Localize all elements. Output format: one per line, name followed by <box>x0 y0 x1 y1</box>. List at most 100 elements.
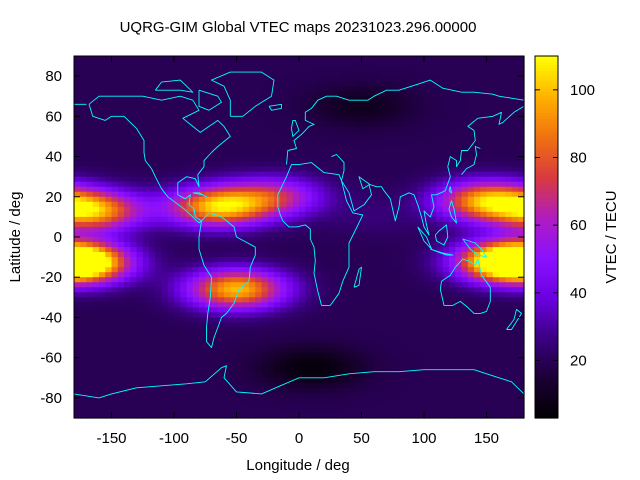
heatmap-cell <box>217 312 225 319</box>
heatmap-cell <box>317 347 325 354</box>
heatmap-cell <box>111 302 119 308</box>
heatmap-cell <box>324 96 331 102</box>
heatmap-cell <box>517 141 525 148</box>
heatmap-cell <box>142 342 150 349</box>
heatmap-cell <box>74 61 81 67</box>
heatmap-cell <box>342 372 350 379</box>
heatmap-cell <box>161 312 169 319</box>
heatmap-cell <box>124 257 131 263</box>
heatmap-cell <box>99 66 106 72</box>
heatmap-cell <box>330 211 338 218</box>
heatmap-cell <box>374 146 381 153</box>
heatmap-cell <box>442 91 450 97</box>
heatmap-cell <box>105 136 113 143</box>
heatmap-cell <box>149 76 156 82</box>
heatmap-cell <box>361 86 369 92</box>
heatmap-cell <box>467 226 475 233</box>
heatmap-cell <box>461 91 469 97</box>
heatmap-cell <box>242 216 250 223</box>
heatmap-cell <box>280 262 288 268</box>
heatmap-cell <box>505 392 513 399</box>
heatmap-cell <box>292 252 300 258</box>
heatmap-cell <box>161 226 169 233</box>
heatmap-cell <box>517 131 525 138</box>
heatmap-cell <box>355 66 363 72</box>
heatmap-cell <box>286 252 294 258</box>
heatmap-cell <box>392 392 400 399</box>
heatmap-cell <box>224 211 231 218</box>
heatmap-cell <box>361 392 369 399</box>
heatmap-cell <box>417 357 425 364</box>
heatmap-cell <box>324 56 331 62</box>
heatmap-cell <box>111 352 119 359</box>
heatmap-cell <box>299 272 306 278</box>
heatmap-cell <box>205 171 213 178</box>
heatmap-cell <box>186 206 194 213</box>
heatmap-cell <box>349 146 356 153</box>
heatmap-cell <box>186 81 194 87</box>
heatmap-cell <box>99 322 106 329</box>
heatmap-cell <box>130 116 138 122</box>
heatmap-cell <box>161 81 169 87</box>
heatmap-cell <box>249 312 256 319</box>
heatmap-cell <box>174 327 181 334</box>
heatmap-cell <box>286 237 294 243</box>
heatmap-cell <box>411 211 419 218</box>
heatmap-cell <box>280 267 288 273</box>
heatmap-cell <box>367 201 375 208</box>
heatmap-cell <box>386 372 394 379</box>
heatmap-cell <box>117 101 125 107</box>
heatmap-cell <box>186 136 194 143</box>
heatmap-cell <box>261 201 269 208</box>
heatmap-cell <box>474 61 481 67</box>
heatmap-cell <box>342 216 350 223</box>
heatmap-cell <box>505 352 513 359</box>
heatmap-cell <box>336 307 344 314</box>
heatmap-cell <box>92 201 100 208</box>
heatmap-cell <box>417 136 425 143</box>
heatmap-cell <box>449 362 456 369</box>
heatmap-cell <box>511 247 519 253</box>
heatmap-cell <box>430 307 438 314</box>
heatmap-cell <box>230 176 238 183</box>
heatmap-cell <box>380 66 388 72</box>
heatmap-cell <box>99 402 106 409</box>
heatmap-cell <box>142 277 150 283</box>
heatmap-cell <box>361 272 369 278</box>
heatmap-cell <box>355 136 363 143</box>
heatmap-cell <box>161 237 169 243</box>
heatmap-cell <box>330 267 338 273</box>
heatmap-cell <box>436 352 444 359</box>
heatmap-cell <box>224 116 231 122</box>
heatmap-cell <box>267 327 275 334</box>
heatmap-cell <box>230 216 238 223</box>
heatmap-cell <box>355 247 363 253</box>
heatmap-cell <box>74 91 81 97</box>
heatmap-cell <box>274 252 281 258</box>
heatmap-cell <box>155 91 163 97</box>
heatmap-cell <box>499 327 506 334</box>
heatmap-cell <box>174 96 181 102</box>
heatmap-cell <box>224 186 231 193</box>
heatmap-cell <box>367 156 375 163</box>
heatmap-cell <box>205 297 213 303</box>
heatmap-cell <box>117 131 125 138</box>
heatmap-cell <box>217 201 225 208</box>
heatmap-cell <box>230 272 238 278</box>
heatmap-cell <box>161 231 169 238</box>
heatmap-cell <box>336 196 344 203</box>
heatmap-cell <box>211 302 219 308</box>
heatmap-cell <box>374 337 381 344</box>
heatmap-cell <box>199 357 206 364</box>
heatmap-cell <box>499 382 506 389</box>
heatmap-cell <box>330 327 338 334</box>
heatmap-cell <box>274 221 281 228</box>
heatmap-cell <box>199 151 206 158</box>
heatmap-cell <box>417 216 425 223</box>
heatmap-cell <box>374 302 381 308</box>
heatmap-cell <box>399 347 406 354</box>
heatmap-cell <box>230 277 238 283</box>
heatmap-cell <box>217 337 225 344</box>
heatmap-cell <box>424 161 431 168</box>
heatmap-cell <box>430 226 438 233</box>
